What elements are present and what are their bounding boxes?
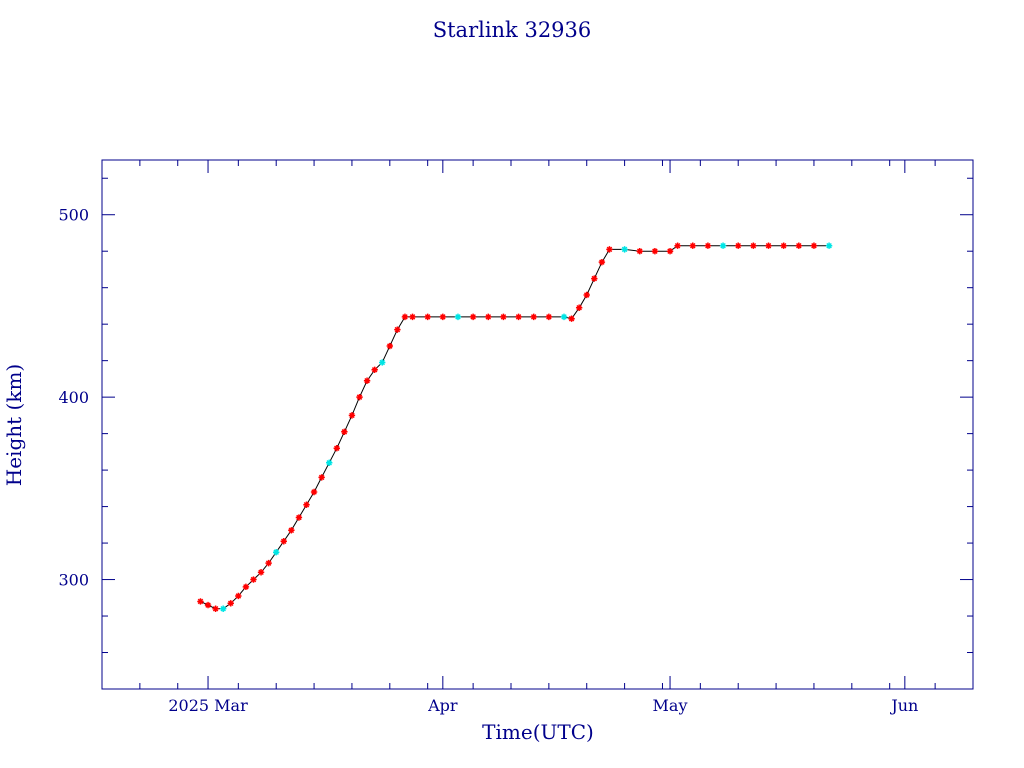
data-point-marker	[242, 583, 250, 591]
y-tick-label: 500	[58, 206, 89, 225]
data-point-marker	[583, 291, 590, 299]
data-point-marker	[257, 569, 265, 576]
data-point-marker	[469, 313, 477, 321]
data-point-marker	[356, 393, 363, 401]
data-point-marker	[825, 242, 833, 249]
height-trace-line	[200, 245, 830, 610]
data-point-marker	[750, 242, 757, 249]
data-point-marker	[326, 459, 333, 467]
data-point-marker	[704, 242, 712, 249]
data-point-marker	[394, 326, 401, 333]
data-point-marker	[363, 377, 371, 384]
data-point-marker	[371, 366, 378, 373]
data-point-marker	[560, 313, 568, 321]
data-point-marker	[341, 428, 348, 435]
x-tick-label: 2025 Mar	[168, 696, 248, 715]
data-point-marker	[318, 474, 325, 481]
data-point-marker	[591, 275, 598, 282]
x-tick-label: Jun	[889, 696, 918, 715]
data-point-marker	[303, 501, 310, 508]
data-point-marker	[606, 246, 613, 253]
data-point-marker	[735, 242, 742, 249]
data-point-marker	[265, 559, 272, 567]
data-point-marker	[568, 315, 575, 322]
data-point-marker	[401, 313, 409, 321]
data-point-marker	[424, 313, 431, 321]
data-point-marker	[280, 538, 287, 545]
data-point-marker	[439, 313, 447, 321]
data-point-marker	[273, 548, 280, 556]
data-point-marker	[295, 514, 303, 521]
data-point-marker	[545, 313, 553, 321]
data-point-marker	[795, 242, 802, 249]
data-point-marker	[333, 445, 340, 452]
y-tick-label: 300	[58, 571, 89, 590]
data-point-marker	[219, 605, 227, 612]
data-point-marker	[689, 242, 696, 249]
data-point-marker	[379, 359, 386, 366]
data-point-marker	[227, 600, 234, 607]
data-markers	[197, 242, 833, 612]
data-point-marker	[651, 248, 659, 255]
y-tick-label: 400	[58, 388, 89, 407]
x-axis-label: Time(UTC)	[482, 720, 594, 744]
data-point-marker	[575, 304, 583, 311]
data-point-marker	[515, 313, 522, 321]
data-point-marker	[250, 576, 257, 583]
data-point-marker	[621, 246, 628, 253]
data-point-marker	[485, 313, 492, 321]
x-tick-label: May	[653, 696, 688, 715]
data-point-marker	[598, 258, 606, 266]
data-point-marker	[454, 313, 462, 321]
data-point-marker	[310, 488, 318, 496]
data-point-marker	[500, 313, 507, 321]
x-tick-label: Apr	[427, 696, 458, 715]
data-point-marker	[765, 242, 772, 249]
data-point-marker	[409, 313, 416, 321]
data-point-marker	[530, 313, 537, 321]
data-point-marker	[235, 592, 242, 600]
chart-title: Starlink 32936	[433, 18, 592, 42]
data-point-marker	[204, 601, 212, 609]
data-point-marker	[719, 242, 727, 249]
axis-ticks	[101, 160, 974, 690]
data-point-marker	[780, 242, 787, 249]
data-point-marker	[288, 527, 295, 534]
data-point-marker	[197, 598, 204, 605]
y-axis-label: Height (km)	[2, 364, 26, 486]
data-point-marker	[386, 342, 394, 350]
data-point-marker	[212, 605, 219, 612]
plot-frame	[101, 159, 974, 690]
data-point-marker	[810, 242, 818, 249]
data-point-marker	[348, 412, 356, 419]
data-point-marker	[674, 242, 681, 249]
data-point-marker	[636, 248, 643, 255]
data-point-marker	[666, 248, 674, 255]
tick-labels: 300 400 500 2025 Mar Apr May Jun	[58, 206, 918, 715]
